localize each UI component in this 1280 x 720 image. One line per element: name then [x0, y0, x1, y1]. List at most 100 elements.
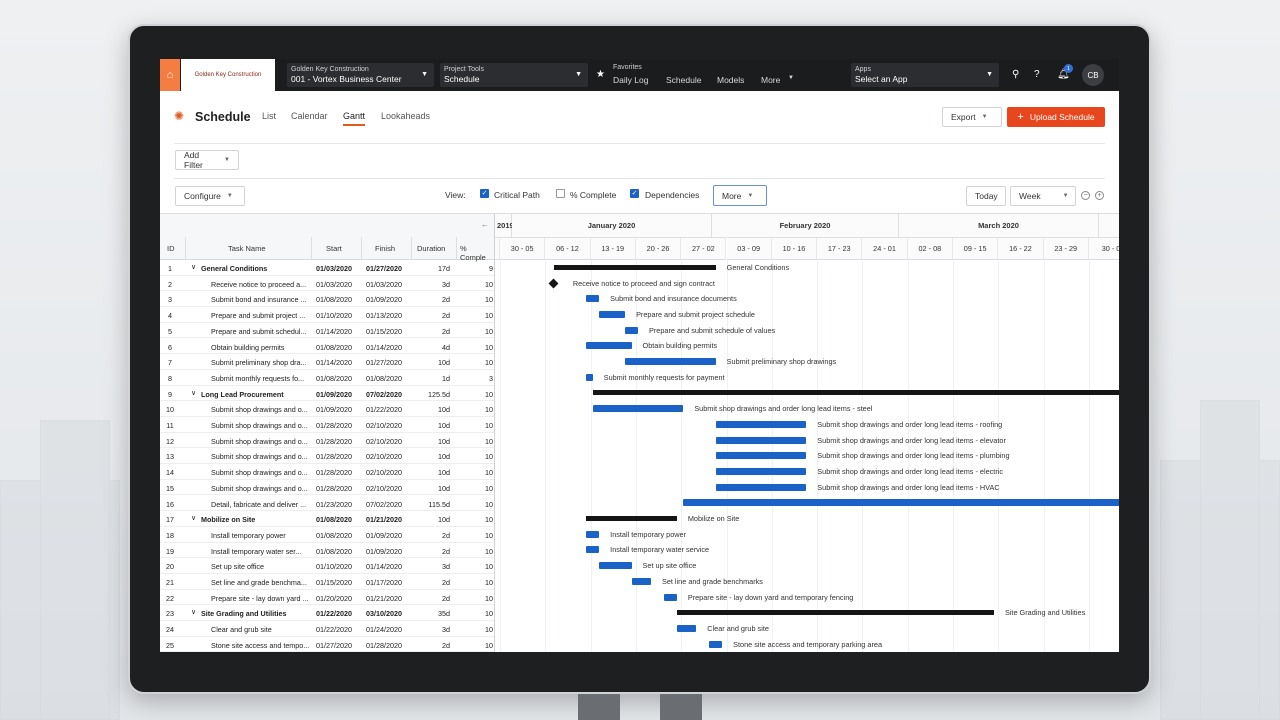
project-selector[interactable]: Golden Key Construction 001 - Vortex Bus…	[287, 63, 434, 87]
gantt-summary-bar[interactable]	[592, 390, 1119, 396]
column-header-percent-complete[interactable]: % Comple	[460, 244, 486, 262]
zoom-out-button[interactable]: −	[1081, 191, 1090, 200]
apps-selector[interactable]: Apps Select an App ▼	[851, 63, 999, 87]
gantt-task-bar[interactable]	[592, 405, 684, 413]
table-row[interactable]: 7 Submit preliminary shop dra... 01/14/202…	[160, 354, 494, 370]
gantt-task-bar[interactable]	[709, 640, 723, 648]
gantt-task-bar[interactable]	[586, 530, 600, 538]
row-finish: 01/24/2020	[366, 625, 402, 635]
nav-link-more[interactable]: More	[761, 75, 781, 85]
table-row[interactable]: 21 Set line and grade benchma... 01/15/202…	[160, 574, 494, 590]
table-row[interactable]: 23 Site Grading and Utilities 01/22/2020 03…	[160, 605, 494, 622]
gantt-task-bar[interactable]	[715, 452, 807, 460]
gantt-task-bar[interactable]	[586, 342, 632, 350]
project-tools-selector[interactable]: Project Tools Schedule ▼	[440, 63, 588, 87]
gantt-task-bar[interactable]	[599, 562, 632, 570]
table-row[interactable]: 2 Receive notice to proceed a... 01/03/202…	[160, 276, 494, 292]
nav-link-schedule[interactable]: Schedule	[666, 75, 702, 85]
table-row[interactable]: 13 Submit shop drawings and o... 01/28/202…	[160, 448, 494, 465]
table-row[interactable]: 3 Submit bond and insurance ... 01/08/2020…	[160, 291, 494, 308]
gantt-task-bar[interactable]	[625, 326, 638, 334]
table-row[interactable]: 14 Submit shop drawings and o... 01/28/202…	[160, 464, 494, 480]
gantt-task-bar[interactable]	[663, 593, 677, 601]
table-row[interactable]: 10 Submit shop drawings and o... 01/09/202…	[160, 401, 494, 417]
more-view-button[interactable]: More ▼	[713, 185, 767, 206]
zoom-select[interactable]: Week ▼	[1010, 186, 1076, 206]
row-finish: 07/02/2020	[366, 389, 402, 399]
table-row[interactable]: 4 Prepare and submit project ... 01/10/202…	[160, 307, 494, 323]
gantt-task-bar[interactable]	[715, 436, 807, 444]
table-row[interactable]: 19 Install temporary water ser... 01/08/20…	[160, 543, 494, 559]
chevron-down-icon[interactable]: ∨	[191, 515, 197, 523]
today-button[interactable]: Today	[966, 186, 1006, 206]
gantt-task-bar[interactable]	[625, 358, 716, 366]
gantt-gridline	[998, 260, 1000, 652]
row-task-name: Submit shop drawings and o...	[211, 452, 308, 462]
search-icon[interactable]: ⚲	[1012, 69, 1020, 80]
upload-schedule-button[interactable]: + Upload Schedule	[1007, 107, 1105, 127]
nav-link-daily-log[interactable]: Daily Log	[613, 75, 649, 85]
dependencies-checkbox[interactable]: ✓	[630, 189, 639, 198]
gantt-task-bar[interactable]	[676, 624, 697, 632]
gantt-task-bar[interactable]	[599, 310, 626, 318]
add-filter-button[interactable]: Add Filter ▼	[175, 150, 239, 170]
table-row[interactable]: 20 Set up site office 01/10/2020 01/14/2020…	[160, 558, 494, 574]
table-row[interactable]: 8 Submit monthly requests fo... 01/08/2020…	[160, 370, 494, 386]
gantt-task-bar[interactable]	[715, 467, 807, 475]
gantt-summary-bar[interactable]	[553, 264, 716, 270]
row-task-name: Submit shop drawings and o...	[211, 468, 308, 478]
export-button[interactable]: Export ▼	[942, 107, 1002, 127]
column-header-task-name[interactable]: Task Name	[228, 244, 266, 253]
table-row[interactable]: 12 Submit shop drawings and o... 01/28/202…	[160, 433, 494, 449]
gantt-task-bar[interactable]	[715, 483, 807, 491]
gantt-task-bar[interactable]	[586, 295, 600, 303]
gantt-task-bar[interactable]	[683, 499, 1119, 507]
column-header-duration[interactable]: Duration	[417, 244, 446, 253]
table-row[interactable]: 5 Prepare and submit schedul... 01/14/2020…	[160, 323, 494, 339]
row-id: 4	[168, 311, 172, 321]
row-start: 01/22/2020	[316, 609, 352, 619]
chevron-down-icon[interactable]: ∨	[191, 609, 197, 617]
column-header-start[interactable]: Start	[326, 244, 342, 253]
row-duration: 3d	[442, 279, 450, 289]
column-header-finish[interactable]: Finish	[375, 244, 396, 253]
tab-list[interactable]: List	[262, 111, 277, 121]
tab-lookaheads[interactable]: Lookaheads	[381, 111, 431, 121]
gantt-task-bar[interactable]	[586, 373, 593, 381]
chevron-down-icon[interactable]: ∨	[191, 264, 197, 271]
row-start: 01/08/2020	[316, 342, 352, 352]
chevron-down-icon[interactable]: ∨	[191, 389, 197, 397]
critical-path-checkbox[interactable]: ✓	[480, 189, 489, 198]
gantt-task-bar[interactable]	[631, 577, 651, 585]
percent-complete-checkbox[interactable]	[556, 189, 565, 198]
tab-calendar[interactable]: Calendar	[291, 111, 328, 121]
nav-link-models[interactable]: Models	[717, 75, 745, 85]
table-row[interactable]: 22 Prepare site - lay down yard ... 01/20/…	[160, 590, 494, 606]
table-row[interactable]: 25 Stone site access and tempo... 01/27/20…	[160, 637, 494, 652]
gantt-task-bar[interactable]	[586, 546, 600, 554]
row-task-name: Prepare site - lay down yard ...	[211, 593, 309, 603]
table-row[interactable]: 6 Obtain building permits 01/08/2020 01/14/…	[160, 339, 494, 355]
gantt-milestone[interactable]	[548, 278, 559, 288]
tab-gantt[interactable]: Gantt	[343, 111, 366, 126]
avatar[interactable]: CB	[1082, 64, 1104, 86]
gantt-bar-label: Receive notice to proceed and sign contr…	[572, 278, 715, 288]
bell-icon[interactable]: 🔔︎	[1057, 69, 1070, 80]
arrow-left-icon[interactable]: ←	[481, 220, 489, 229]
table-row[interactable]: 17 Mobilize on Site 01/08/2020 01/21/2020 10…	[160, 511, 494, 527]
table-row[interactable]: 9 Long Lead Procurement 01/09/2020 07/02/20…	[160, 386, 494, 402]
gantt-summary-bar[interactable]	[586, 516, 677, 522]
gantt-summary-bar[interactable]	[676, 610, 994, 616]
table-row[interactable]: 24 Clear and grub site 01/22/2020 01/24/202…	[160, 621, 494, 637]
table-row[interactable]: 11 Submit shop drawings and o... 01/28/202…	[160, 417, 494, 433]
table-row[interactable]: 18 Install temporary power 01/08/2020 01/09…	[160, 527, 494, 543]
column-header-id[interactable]: ID	[167, 244, 175, 253]
help-icon[interactable]: ?	[1034, 69, 1040, 80]
gantt-task-bar[interactable]	[715, 420, 807, 428]
table-row[interactable]: 1 General Conditions 01/03/2020 01/27/2020 1…	[160, 260, 494, 276]
table-row[interactable]: 15 Submit shop drawings and o... 01/28/202…	[160, 480, 494, 496]
home-button[interactable]: ⌂	[160, 59, 180, 91]
table-row[interactable]: 16 Detail, fabricate and deliver ... 01/23…	[160, 496, 494, 512]
zoom-in-button[interactable]: +	[1095, 191, 1104, 200]
configure-button[interactable]: Configure ▼	[175, 186, 245, 206]
